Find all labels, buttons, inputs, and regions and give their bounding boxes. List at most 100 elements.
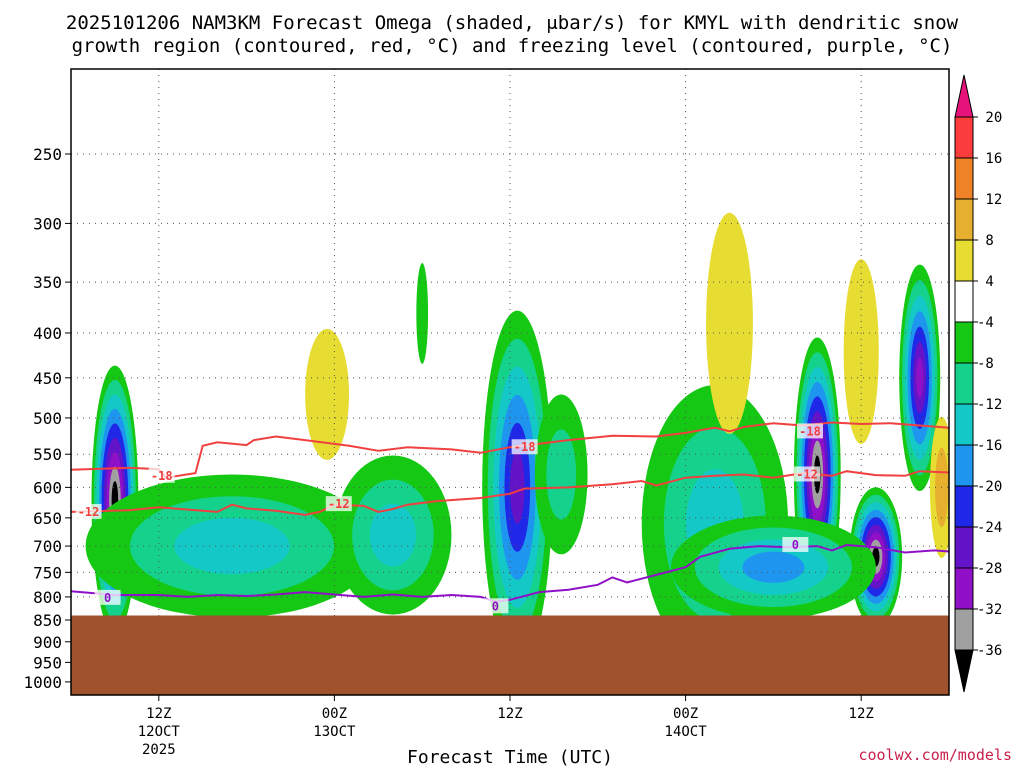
colorbar-segment (954, 526, 974, 569)
y-tick-label: 900 (33, 633, 62, 652)
colorbar-segment (954, 485, 974, 528)
omega-feature-10 (534, 394, 588, 555)
colorbar-label: 16 (977, 151, 1002, 167)
omega-shade-level (416, 263, 429, 364)
y-tick-label: 1000 (23, 673, 62, 692)
colorbar-segment (954, 280, 974, 323)
y-tick-label: 450 (33, 369, 62, 388)
omega-shade-level (546, 429, 577, 520)
y-tick-label: 350 (33, 273, 62, 292)
grid-lines (71, 69, 949, 616)
chart-title-line-2: growth region (contoured, red, °C) and f… (72, 35, 953, 57)
colorbar-label: -28 (977, 561, 1002, 577)
x-axis-label: Forecast Time (UTC) (407, 747, 613, 768)
credit-text: coolwx.com/models (858, 746, 1012, 764)
y-tick-label: 550 (33, 445, 62, 464)
pressure-axis: 250 300 350 400 450 500 550 600 650 700 750 800 850 9… (23, 145, 71, 692)
colorbar-label: 8 (977, 233, 994, 249)
y-tick-label: 700 (33, 537, 62, 556)
colorbar-label: -32 (977, 602, 1002, 618)
x-tick-date: 13OCT (313, 724, 356, 740)
contour-label: -12 (796, 467, 818, 481)
omega-feature-1 (482, 310, 553, 665)
contour-label-background (782, 536, 809, 552)
y-tick-label: 850 (33, 611, 62, 630)
contour-label: -18 (799, 424, 821, 438)
contour-label-background (482, 598, 509, 614)
x-tick-year: 2025 (142, 742, 176, 758)
contour-label-background (148, 467, 175, 483)
y-tick-label: 800 (33, 588, 62, 607)
omega-shade-level (510, 450, 525, 524)
contour-label-background (325, 496, 352, 512)
colorbar-segment (954, 198, 974, 241)
colorbar-label: 20 (977, 110, 1002, 126)
colorbar-segment (954, 157, 974, 200)
y-tick-label: 500 (33, 409, 62, 428)
omega-feature-7 (670, 515, 876, 620)
colorbar-segment (954, 321, 974, 364)
x-tick-time: 12Z (146, 706, 171, 722)
colorbar-label: -12 (977, 397, 1002, 413)
colorbar-label: -36 (977, 643, 1002, 659)
omega-feature-5 (85, 474, 379, 618)
contour-label-background (511, 439, 538, 455)
colorbar-upper-arrow (954, 74, 974, 118)
contour-label-background (75, 503, 102, 519)
contour-line-0 (71, 421, 949, 479)
ground-below-surface (71, 615, 949, 695)
colorbar: -36 -32 -28 -24 -20 -16 -12 -8 -4 4 8 12 16 20 (954, 74, 1002, 693)
omega-feature-8 (334, 455, 452, 615)
temperature-contours: -18 -18 -18 -12 -12 -12 0 0 0 (71, 421, 949, 614)
contour-label: -12 (328, 497, 350, 511)
y-tick-label: 300 (33, 214, 62, 233)
omega-shade-level (706, 212, 753, 434)
y-tick-label: 950 (33, 653, 62, 672)
contour-label: 0 (792, 538, 799, 552)
plot-area: -18 -18 -18 -12 -12 -12 0 0 0 (70, 68, 950, 696)
omega-feature-11 (305, 328, 350, 460)
colorbar-label: -20 (977, 479, 1002, 495)
y-tick-label: 650 (33, 509, 62, 528)
colorbar-label: -8 (977, 356, 994, 372)
omega-shade-level (305, 328, 350, 460)
contour-label-background (796, 423, 823, 439)
x-tick-date: 12OCT (138, 724, 181, 740)
omega-shade-level (916, 357, 924, 398)
contour-label: -18 (151, 469, 173, 483)
colorbar-segment (954, 116, 974, 159)
colorbar-label: -4 (977, 315, 994, 331)
omega-feature-12 (706, 212, 753, 434)
x-tick-date: 14OCT (665, 724, 708, 740)
x-tick-time: 00Z (673, 706, 698, 722)
colorbar-lower-arrow (954, 649, 974, 693)
contour-line-2 (71, 543, 949, 603)
contour-label: 0 (492, 599, 499, 613)
colorbar-segment (954, 239, 974, 282)
colorbar-label: -24 (977, 520, 1002, 536)
colorbar-label: -16 (977, 438, 1002, 454)
omega-shade-level (174, 517, 290, 575)
time-axis: 12Z 12OCT 2025 00Z 13OCT 12Z 00Z 14OCT 12Z (138, 695, 874, 758)
colorbar-segment (954, 403, 974, 446)
omega-shade-level (369, 503, 416, 567)
omega-shade-level (742, 551, 805, 583)
colorbar-segment (954, 362, 974, 405)
x-tick-time: 12Z (497, 706, 522, 722)
contour-label: 0 (104, 591, 111, 605)
y-tick-label: 250 (33, 145, 62, 164)
contour-label-background (794, 466, 821, 482)
omega-feature-9 (416, 263, 429, 364)
x-tick-time: 00Z (322, 706, 347, 722)
omega-shading (85, 212, 949, 665)
colorbar-segment (954, 608, 974, 651)
colorbar-segment (954, 444, 974, 487)
contour-label-background (94, 589, 121, 605)
contour-label: -18 (514, 440, 536, 454)
y-tick-label: 600 (33, 478, 62, 497)
colorbar-label: 12 (977, 192, 1002, 208)
y-tick-label: 750 (33, 563, 62, 582)
colorbar-label: 4 (977, 274, 994, 290)
y-tick-label: 400 (33, 324, 62, 343)
x-tick-time: 12Z (849, 706, 874, 722)
